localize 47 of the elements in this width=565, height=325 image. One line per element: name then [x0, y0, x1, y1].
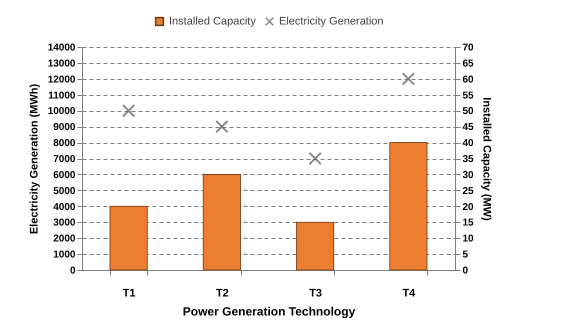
y-tick-label: 7000: [53, 154, 76, 165]
bar: [110, 206, 148, 270]
y-tick-label: 9000: [53, 122, 76, 134]
y-tick-label: 3000: [53, 218, 76, 229]
y2-tick-label: 70: [462, 42, 474, 54]
y-tick-label: 4000: [53, 202, 76, 213]
bar: [389, 142, 428, 270]
y2-tick-label: 60: [462, 74, 474, 86]
y-tick-label: 12000: [48, 74, 76, 86]
y-tick-label: 0: [70, 266, 76, 276]
x-tick-label: T2: [216, 288, 229, 300]
y-tick-label: 1000: [53, 250, 76, 261]
y2-tick-label: 0: [462, 266, 468, 276]
y-tick-label: 5000: [53, 186, 76, 197]
y2-tick-label: 35: [462, 154, 474, 165]
y-tick-label: 14000: [48, 42, 76, 54]
x-tick-label: T4: [402, 288, 416, 300]
legend-label: Installed Capacity: [169, 16, 256, 28]
y-tick-label: 6000: [53, 170, 76, 181]
y-axis-title: Electricity Generation (MWh): [28, 83, 41, 234]
legend-label: Electricity Generation: [279, 16, 384, 28]
y2-tick-label: 5: [462, 250, 468, 261]
y2-axis-title: Installed Capacity (MW): [480, 97, 493, 222]
y-tick-label: 10000: [48, 106, 76, 118]
point: [402, 72, 416, 86]
y2-tick-label: 65: [462, 58, 474, 70]
x-axis-title: Power Generation Technology: [182, 304, 356, 318]
bar: [296, 222, 334, 270]
y2-tick-label: 40: [462, 138, 474, 150]
y-tick-label: 13000: [48, 58, 76, 70]
y-tick-label: 11000: [48, 90, 76, 102]
y2-tick-label: 50: [462, 106, 474, 118]
y2-tick-label: 45: [462, 122, 474, 134]
y2-tick-label: 25: [462, 186, 474, 197]
x-tick-label: T3: [309, 288, 322, 300]
point: [308, 152, 322, 166]
bar: [202, 174, 241, 270]
y-tick-label: 8000: [53, 138, 76, 150]
y2-tick-label: 15: [462, 218, 474, 229]
point: [215, 120, 229, 134]
point: [122, 104, 136, 118]
x-tick-label: T1: [122, 288, 136, 300]
y-tick-label: 2000: [53, 234, 76, 245]
y2-tick-label: 30: [462, 170, 474, 181]
y2-tick-label: 55: [462, 90, 474, 102]
y2-tick-label: 10: [462, 234, 474, 245]
y2-tick-label: 20: [462, 202, 474, 213]
